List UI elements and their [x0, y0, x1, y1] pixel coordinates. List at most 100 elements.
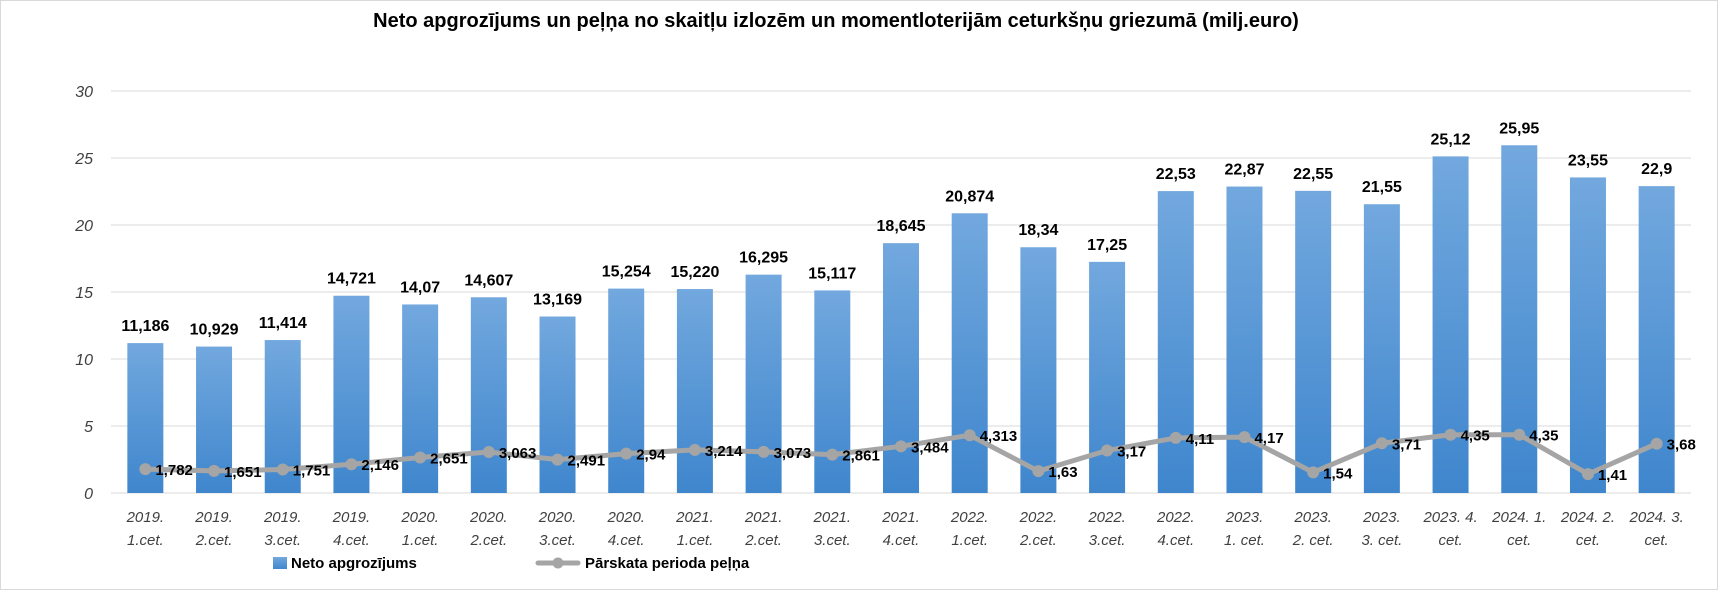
x-tick-label-line1: 2019. [126, 509, 165, 526]
x-tick-label-line2: 3.cet. [264, 532, 301, 549]
x-tick-label-line2: 1. cet. [1224, 532, 1265, 549]
bar-data-label: 13,169 [533, 292, 582, 309]
bar-data-label: 11,186 [121, 318, 169, 335]
line-data-label: 3,71 [1392, 436, 1421, 453]
bar-data-label: 22,9 [1641, 161, 1672, 178]
line-data-label: 3,68 [1667, 437, 1696, 454]
line-data-label: 2,491 [568, 453, 606, 470]
legend-label-line: Pārskata perioda peļņa [585, 555, 750, 572]
x-tick-label-line2: 3.cet. [814, 532, 851, 549]
line-data-label: 3,214 [705, 443, 743, 460]
y-tick-label: 0 [84, 486, 93, 503]
x-tick-label-line2: cet. [1576, 532, 1600, 549]
line-point [1169, 431, 1182, 444]
bar-data-label: 22,87 [1224, 162, 1264, 179]
x-tick-label-line2: 4.cet. [883, 532, 920, 549]
line-data-label: 3,063 [499, 445, 537, 462]
x-tick-label-line1: 2022. [1087, 509, 1126, 526]
x-tick-label-line1: 2023. [1225, 509, 1264, 526]
x-tick-label-line2: 1.cet. [127, 532, 164, 549]
x-tick-label-line1: 2019. [194, 509, 233, 526]
line-data-label: 2,146 [361, 457, 399, 474]
chart-title: Neto apgrozījums un peļņa no skaitļu izl… [373, 10, 1299, 32]
bar-data-label: 23,55 [1568, 152, 1608, 169]
x-tick-label-line2: 1.cet. [402, 532, 439, 549]
legend-label-bar: Neto apgrozījums [291, 555, 417, 572]
x-axis: 2019. 1.cet. 2019. 2.cet. 2019. 3.cet. 2019. 4.… [126, 509, 1684, 549]
legend: Neto apgrozījums Pārskata perioda peļņa [273, 555, 750, 572]
bar-data-label: 25,12 [1431, 131, 1471, 148]
line-data-label: 3,073 [774, 445, 812, 462]
x-tick-label-line2: cet. [1507, 532, 1531, 549]
line-data-label: 1,63 [1048, 464, 1077, 481]
x-tick-label-line1: 2022. [1019, 509, 1058, 526]
bar-data-label: 22,55 [1293, 166, 1333, 183]
bar-data-label: 22,53 [1156, 166, 1196, 183]
line-data-label: 1,54 [1323, 465, 1353, 482]
x-tick-label-line1: 2024. 2. [1560, 509, 1615, 526]
x-tick-label-line1: 2019. [332, 509, 371, 526]
bar [1020, 247, 1057, 493]
line-data-label: 4,35 [1529, 428, 1558, 445]
bar-data-label: 11,414 [259, 315, 307, 332]
line-point [963, 429, 976, 442]
x-tick-label-line2: 3.cet. [1089, 532, 1126, 549]
x-tick-label-line1: 2023. [1362, 509, 1401, 526]
legend-swatch-marker [552, 557, 564, 569]
y-tick-label: 5 [84, 419, 93, 436]
x-tick-label-line1: 2021. [813, 509, 852, 526]
bar-data-label: 15,117 [808, 265, 856, 282]
line-data-label: 1,782 [155, 462, 193, 479]
x-tick-label-line2: 1.cet. [677, 532, 714, 549]
y-tick-label: 30 [75, 84, 93, 101]
x-tick-label-line1: 2024. 1. [1491, 509, 1546, 526]
x-tick-label-line1: 2020. [538, 509, 577, 526]
bar-data-label: 15,254 [602, 264, 651, 281]
x-tick-label-line2: 3.cet. [539, 532, 576, 549]
line-point [551, 453, 564, 466]
line-data-label: 2,861 [842, 448, 880, 465]
bar-data-label: 15,220 [670, 264, 719, 281]
x-tick-label-line1: 2021. [881, 509, 920, 526]
y-tick-label: 15 [75, 285, 93, 302]
bar-data-label: 14,721 [327, 271, 376, 288]
line-point [482, 445, 495, 458]
x-tick-label-line1: 2024. 3. [1629, 509, 1684, 526]
bar-data-label: 20,874 [945, 188, 994, 205]
x-tick-label-line1: 2020. [606, 509, 645, 526]
line-point [895, 440, 907, 453]
line-point [1238, 431, 1251, 444]
x-tick-label-line1: 2022. [950, 509, 989, 526]
x-tick-label-line1: 2020. [400, 509, 439, 526]
x-tick-label-line1: 2019. [263, 509, 302, 526]
x-tick-label-line2: 2. cet. [1292, 532, 1334, 549]
line-data-label: 3,484 [911, 439, 949, 456]
line-data-label: 1,41 [1598, 467, 1627, 484]
line-point [1375, 437, 1388, 450]
line-data-label: 4,35 [1461, 428, 1490, 445]
line-point [826, 448, 839, 461]
x-tick-label-line1: 2021. [744, 509, 783, 526]
bar [470, 297, 507, 493]
line-data-label: 2,94 [636, 447, 666, 464]
bar-data-label: 14,607 [464, 272, 513, 289]
bar [1569, 177, 1606, 493]
x-tick-label-line1: 2020. [469, 509, 508, 526]
x-tick-label-line2: 2.cet. [195, 532, 233, 549]
line-point [208, 464, 221, 477]
x-tick-label-line1: 2023. 4. [1422, 509, 1477, 526]
x-tick-label-line2: 2.cet. [744, 532, 782, 549]
line-point [139, 463, 152, 476]
bar-data-label: 16,295 [739, 250, 788, 267]
line-data-label: 4,313 [980, 428, 1018, 445]
line-data-label: 3,17 [1117, 444, 1146, 461]
line-data-labels: 1,782 1,651 1,751 2,146 2,651 3,063 2,491 2,94 3… [155, 428, 1696, 484]
x-tick-label-line1: 2021. [675, 509, 714, 526]
line-data-label: 4,17 [1254, 430, 1283, 447]
line-point [414, 451, 427, 464]
x-tick-label-line2: 4.cet. [333, 532, 370, 549]
x-tick-label-line2: 1.cet. [951, 532, 988, 549]
bar [1295, 190, 1332, 493]
